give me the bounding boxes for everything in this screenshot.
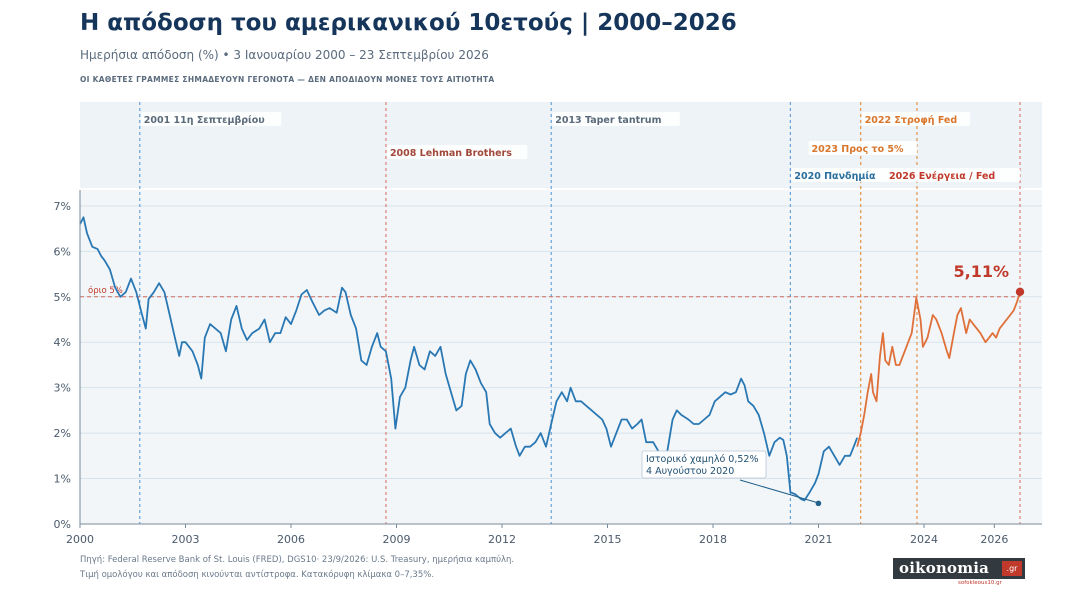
footnote: Τιμή ομολόγου και απόδοση κινούνται αντί… <box>80 570 435 580</box>
event-label-bg <box>886 168 1020 182</box>
y-tick-label: 5% <box>54 291 71 304</box>
threshold-label: όριο 5% <box>88 285 123 296</box>
event-label: 2013 Taper tantrum <box>555 115 661 126</box>
y-tick-label: 3% <box>54 382 71 395</box>
y-tick-label: 2% <box>54 427 71 440</box>
event-label-bg <box>808 141 917 155</box>
event-labels: 2001 11η Σεπτεμβρίου 2008 Lehman Brothers… <box>140 112 1020 182</box>
annotations: Ιστορικό χαμηλό 0,52%4 Αυγούστου 2020 5,1… <box>641 262 1025 507</box>
logo-tld: .gr <box>1002 561 1022 576</box>
event-label: 2020 Πανδημία <box>794 171 876 182</box>
series-line-orange <box>856 291 1021 447</box>
event-label-bg <box>861 112 971 126</box>
event-label-bg <box>386 145 528 159</box>
x-tick-label: 2000 <box>66 533 94 546</box>
last-value-marker <box>1015 287 1025 296</box>
event-label-bg <box>552 112 680 126</box>
x-tick-label: 2021 <box>804 533 832 546</box>
event-label: 2022 Στροφή Fed <box>865 115 957 126</box>
event-label: 2001 11η Σεπτεμβρίου <box>144 115 265 126</box>
chart-subtitle: Ημερήσια απόδοση (%) • 3 Ιανουαρίου 2000… <box>80 48 489 62</box>
series-line-blue <box>79 216 859 502</box>
low-annotation-box <box>641 450 767 479</box>
x-tick-label: 2024 <box>910 533 938 546</box>
x-tick-label: 2015 <box>593 533 621 546</box>
low-point-marker <box>815 500 822 507</box>
chart-title: Η απόδοση του αμερικανικού 10ετούς | 200… <box>80 10 737 36</box>
x-tick-label: 2012 <box>488 533 516 546</box>
y-tick-label: 4% <box>54 336 71 349</box>
x-tick-label: 2003 <box>171 533 199 546</box>
logo-text: oikonomia <box>899 559 990 577</box>
x-tick-label: 2009 <box>382 533 410 546</box>
event-label: 2008 Lehman Brothers <box>390 148 512 159</box>
source-note: Πηγή: Federal Reserve Bank of St. Louis … <box>80 555 515 565</box>
last-value-label: 5,11% <box>953 262 1009 281</box>
y-tick-label: 1% <box>54 473 71 486</box>
logo-subtext: sofokleous10.gr <box>958 580 1002 586</box>
event-lines <box>139 102 1021 524</box>
low-annotation-line1: Ιστορικό χαμηλό 0,52% <box>646 454 758 465</box>
threshold-line: όριο 5% <box>80 285 1020 298</box>
oikonomia-logo[interactable]: oikonomia .gr <box>893 558 1025 579</box>
y-tick-label: 6% <box>54 245 71 258</box>
event-label-bg <box>140 112 282 126</box>
plot-area <box>80 190 1042 524</box>
x-tick-label: 2018 <box>699 533 727 546</box>
chart-note: ΟΙ ΚΑΘΕΤΕΣ ΓΡΑΜΜΕΣ ΣΗΜΑΔΕΥΟΥΝ ΓΕΓΟΝΟΤΑ —… <box>80 75 495 84</box>
axes: 0% 1% 2% 3% 4% 5% 6% 7% 2000 2003 2006 2009 2012 2015… <box>54 190 1042 546</box>
event-label-bg <box>791 168 887 182</box>
y-tick-label: 7% <box>54 200 71 213</box>
event-label: 2026 Ενέργεια / Fed <box>889 171 995 182</box>
low-annotation-line2: 4 Αυγούστου 2020 <box>646 466 734 477</box>
x-tick-label: 2026 <box>980 533 1008 546</box>
low-annotation-leader <box>739 479 817 503</box>
x-tick-label: 2006 <box>277 533 305 546</box>
y-tick-label: 0% <box>54 518 71 531</box>
event-label: 2023 Προς το 5% <box>812 144 904 155</box>
series-lines <box>79 216 1021 502</box>
